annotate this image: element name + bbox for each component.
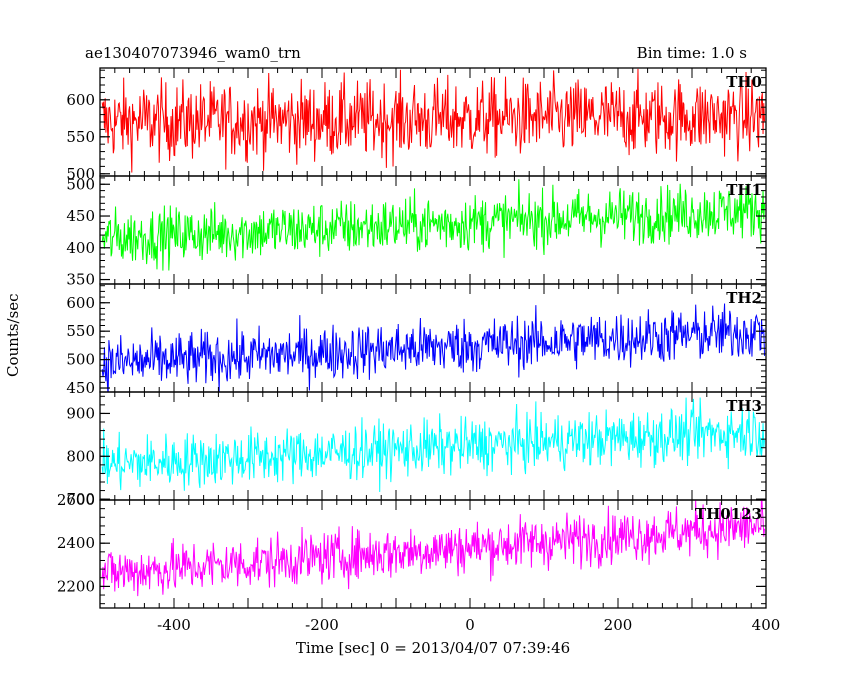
y-tick-label: 800 (66, 447, 95, 465)
panel-frame (99, 283, 767, 393)
y-tick-label: 500 (66, 351, 95, 369)
series-line-th0123 (101, 500, 766, 597)
x-tick-label: 0 (465, 616, 475, 634)
x-tick-label: 200 (604, 616, 633, 634)
plot-title: ae130407073946_wam0_trn (85, 44, 301, 62)
y-tick-label: 450 (66, 379, 95, 397)
bin-time-label: Bin time: 1.0 s (636, 44, 747, 62)
x-tick-label: -200 (305, 616, 339, 634)
panel-th0: 500 550 600 TH0 (66, 67, 767, 183)
x-axis-label: Time [sec] 0 = 2013/04/07 07:39:46 (295, 639, 571, 657)
series-line-th1 (101, 179, 766, 271)
panel-th3: 700 800 900 TH3 (66, 391, 767, 508)
y-tick-label: 500 (66, 175, 95, 193)
y-tick-label: 550 (66, 128, 95, 146)
y-tick-label: 2200 (57, 577, 95, 595)
y-tick-label: 450 (66, 207, 95, 225)
y-tick-label: 900 (66, 404, 95, 422)
panel-th0123: 2200 2400 2600 TH0123 (57, 491, 767, 609)
series-line-th3 (101, 397, 766, 492)
y-tick-label: 550 (66, 322, 95, 340)
y-tick-label: 600 (66, 294, 95, 312)
y-tick-label: 350 (66, 271, 95, 289)
y-tick-label: 700 (66, 490, 95, 508)
series-line-th2 (101, 303, 766, 392)
panel-frame (99, 175, 767, 285)
panel-frame (99, 499, 767, 609)
series-line-th0 (101, 68, 766, 173)
panel-th1: 350 400 450 500 TH1 (66, 175, 767, 289)
y-tick-label: 500 (66, 165, 95, 183)
panel-th2: 450 500 550 600 TH2 (66, 283, 767, 397)
x-tick-label: -400 (157, 616, 191, 634)
panel-label: TH2 (726, 289, 762, 307)
panel-label: TH1 (726, 181, 762, 199)
y-tick-label: 2600 (57, 491, 95, 509)
y-tick-label: 2400 (57, 534, 95, 552)
y-tick-label: 400 (66, 239, 95, 257)
panel-label: TH3 (726, 397, 762, 415)
x-tick-label: 400 (752, 616, 781, 634)
panel-label: TH0 (726, 73, 762, 91)
y-tick-label: 600 (66, 91, 95, 109)
panel-label: TH0123 (695, 505, 762, 523)
